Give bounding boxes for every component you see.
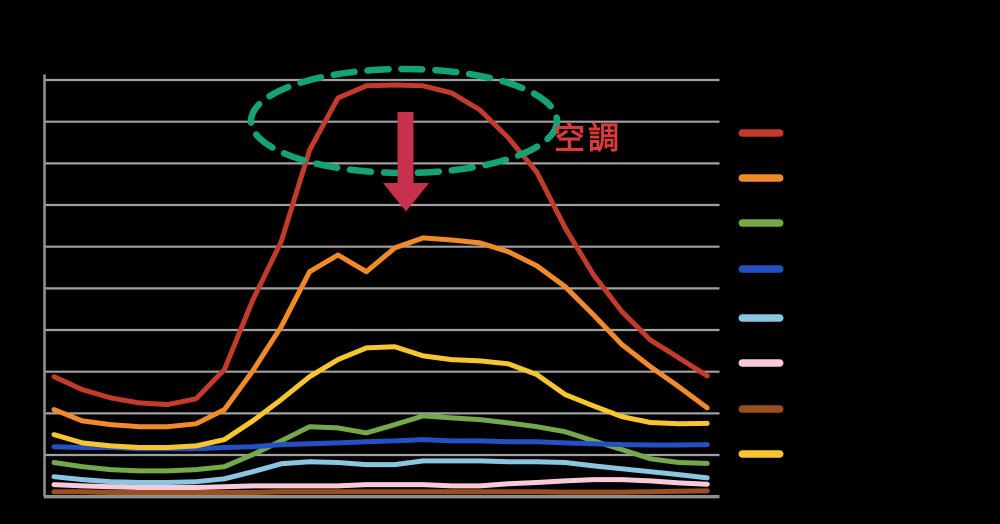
- legend-swatch-light_blue: [738, 314, 784, 322]
- legend-swatch-aircon: [738, 129, 784, 137]
- legend-swatch-pink: [738, 359, 784, 367]
- series-line-brown: [51, 488, 710, 495]
- down-arrow-icon: [383, 112, 429, 212]
- series-line-light_blue: [51, 458, 710, 485]
- legend-swatch-blue: [738, 265, 784, 273]
- legend-swatch-green: [738, 219, 784, 227]
- legend-swatch-yellow: [738, 450, 784, 458]
- series-line-pink: [51, 477, 710, 490]
- series-line-aircon: [51, 82, 710, 408]
- legend-swatch-brown: [738, 405, 784, 413]
- annotation-label: 空調: [554, 121, 622, 157]
- legend-swatch-orange: [738, 174, 784, 182]
- series-line-orange: [51, 235, 710, 430]
- series-line-yellow: [51, 344, 710, 450]
